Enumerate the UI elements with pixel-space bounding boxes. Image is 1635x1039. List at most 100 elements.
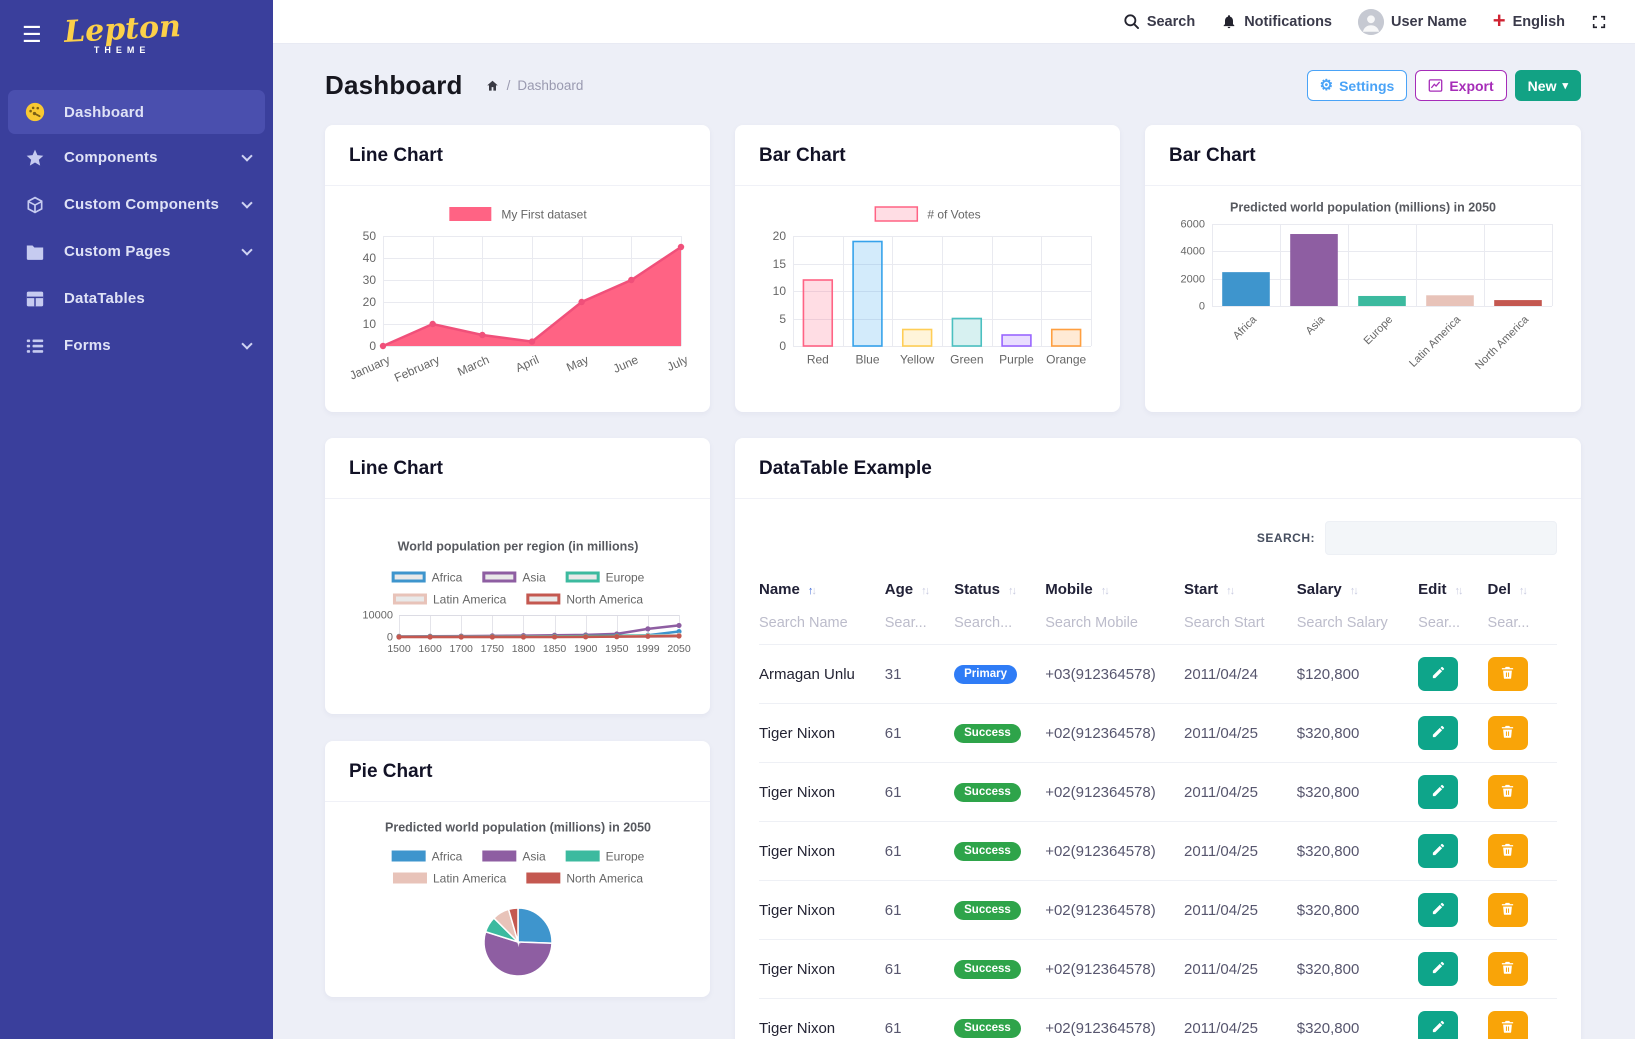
topbar-fullscreen[interactable] (1591, 14, 1607, 30)
bar-chart-card-2: Bar Chart (1145, 125, 1581, 412)
topbar-notifications-label: Notifications (1244, 13, 1332, 30)
topbar-notifications[interactable]: Notifications (1221, 13, 1332, 30)
status-badge: Success (954, 783, 1021, 802)
topbar-search[interactable]: Search (1123, 13, 1195, 30)
trash-icon (1500, 665, 1515, 683)
card-title: Pie Chart (325, 741, 710, 802)
datatable-search-input[interactable] (1325, 521, 1557, 555)
cell-age: 61 (884, 998, 955, 1039)
cell-age: 31 (884, 644, 955, 704)
cell-start: 2011/04/25 (1183, 821, 1297, 881)
column-header-edit[interactable]: Edit ↑↓ (1418, 569, 1487, 610)
menu-toggle-icon[interactable]: ☰ (22, 22, 42, 47)
filter-input-mobile[interactable] (1045, 615, 1168, 631)
sidebar-item-custom-components[interactable]: Custom Components (0, 181, 273, 228)
new-button[interactable]: New ▾ (1514, 70, 1581, 101)
pencil-icon (1431, 901, 1446, 919)
filter-input-start[interactable] (1183, 615, 1283, 631)
chevron-down-icon (241, 337, 253, 350)
list-icon (24, 335, 46, 357)
delete-button[interactable] (1487, 716, 1528, 750)
delete-button[interactable] (1487, 834, 1528, 868)
delete-button[interactable] (1487, 893, 1528, 927)
table-icon (24, 288, 46, 310)
sidebar: ☰ Lepton THEME Dashboard Components Custom… (0, 0, 273, 1039)
edit-button[interactable] (1418, 952, 1459, 986)
column-header-name[interactable]: Name ↑↓ (759, 569, 885, 610)
datatable-card: DataTable Example SEARCH: Name ↑↓ Age ↑↓ Sta… (735, 438, 1581, 1039)
breadcrumb: / Dashboard (485, 78, 584, 93)
sidebar-item-dashboard[interactable]: Dashboard (8, 90, 265, 134)
column-header-age[interactable]: Age ↑↓ (885, 569, 954, 610)
card-title: DataTable Example (735, 438, 1581, 499)
trash-icon (1500, 724, 1515, 742)
edit-button[interactable] (1418, 716, 1459, 750)
table-row: Tiger Nixon 61 Success +02(912364578) 2011/0… (759, 939, 1557, 999)
cell-status: Primary (954, 644, 1046, 704)
export-button[interactable]: Export (1415, 70, 1507, 101)
column-header-salary[interactable]: Salary ↑↓ (1297, 569, 1418, 610)
breadcrumb-current[interactable]: Dashboard (517, 78, 584, 93)
bar-chart-canvas-2 (1158, 192, 1568, 406)
filter-input-name[interactable] (759, 615, 870, 631)
pencil-icon (1431, 665, 1446, 683)
delete-button[interactable] (1487, 1011, 1528, 1039)
delete-button[interactable] (1487, 775, 1528, 809)
column-header-mobile[interactable]: Mobile ↑↓ (1045, 569, 1184, 610)
avatar (1358, 8, 1384, 35)
filter-input-status[interactable] (954, 615, 1033, 631)
edit-button[interactable] (1418, 657, 1459, 691)
edit-button[interactable] (1418, 775, 1459, 809)
card-title: Bar Chart (1145, 125, 1581, 186)
table-row: Tiger Nixon 61 Success +02(912364578) 2011/0… (759, 998, 1557, 1039)
cell-name: Tiger Nixon (759, 703, 885, 763)
cell-mobile: +03(912364578) (1045, 644, 1184, 704)
sidebar-item-datatables[interactable]: DataTables (0, 275, 273, 322)
search-icon (1124, 14, 1139, 29)
trash-icon (1500, 901, 1515, 919)
cell-start: 2011/04/25 (1183, 703, 1297, 763)
filter-input-salary[interactable] (1296, 615, 1403, 631)
edit-button[interactable] (1418, 834, 1459, 868)
filter-input-del[interactable] (1487, 615, 1546, 631)
column-header-del[interactable]: Del ↑↓ (1488, 569, 1557, 610)
line-chart-card-1: Line Chart (325, 125, 710, 412)
topbar-language[interactable]: + English (1493, 9, 1565, 32)
pencil-icon (1431, 960, 1446, 978)
delete-button[interactable] (1487, 657, 1528, 691)
logo-subtext: THEME (93, 44, 151, 55)
sidebar-item-custom-pages[interactable]: Custom Pages (0, 228, 273, 275)
table-row: Tiger Nixon 61 Success +02(912364578) 2011/0… (759, 762, 1557, 822)
export-chart-icon (1428, 79, 1443, 92)
status-badge: Success (954, 1019, 1021, 1038)
cell-status: Success (954, 939, 1046, 999)
pencil-icon (1431, 724, 1446, 742)
topbar-user-label: User Name (1391, 13, 1467, 30)
delete-button[interactable] (1487, 952, 1528, 986)
filter-input-edit[interactable] (1418, 615, 1477, 631)
cell-status: Success (954, 821, 1046, 881)
column-header-status[interactable]: Status ↑↓ (954, 569, 1045, 610)
sidebar-nav: Dashboard Components Custom Components Cust… (0, 90, 273, 369)
cell-start: 2011/04/25 (1183, 998, 1297, 1039)
cell-age: 61 (884, 880, 955, 940)
table-row: Armagan Unlu 31 Primary +03(912364578) 2011/… (759, 644, 1557, 704)
logo: Lepton THEME (63, 8, 182, 55)
cell-start: 2011/04/24 (1183, 644, 1297, 704)
sort-icon: ↑↓ (807, 585, 817, 597)
filter-input-age[interactable] (884, 615, 944, 631)
edit-button[interactable] (1418, 1011, 1459, 1039)
sidebar-item-label: Custom Components (64, 196, 220, 213)
settings-button[interactable]: ⚙ Settings (1306, 70, 1408, 101)
fullscreen-icon (1592, 15, 1606, 28)
home-icon[interactable] (485, 79, 500, 93)
topbar-user[interactable]: User Name (1358, 8, 1467, 35)
edit-button[interactable] (1418, 893, 1459, 927)
status-badge: Primary (954, 665, 1017, 684)
column-header-start[interactable]: Start ↑↓ (1184, 569, 1297, 610)
sidebar-item-forms[interactable]: Forms (0, 322, 273, 369)
cell-name: Tiger Nixon (759, 821, 885, 881)
sidebar-item-components[interactable]: Components (0, 134, 273, 181)
trash-icon (1500, 1019, 1515, 1037)
cell-start: 2011/04/25 (1183, 939, 1297, 999)
